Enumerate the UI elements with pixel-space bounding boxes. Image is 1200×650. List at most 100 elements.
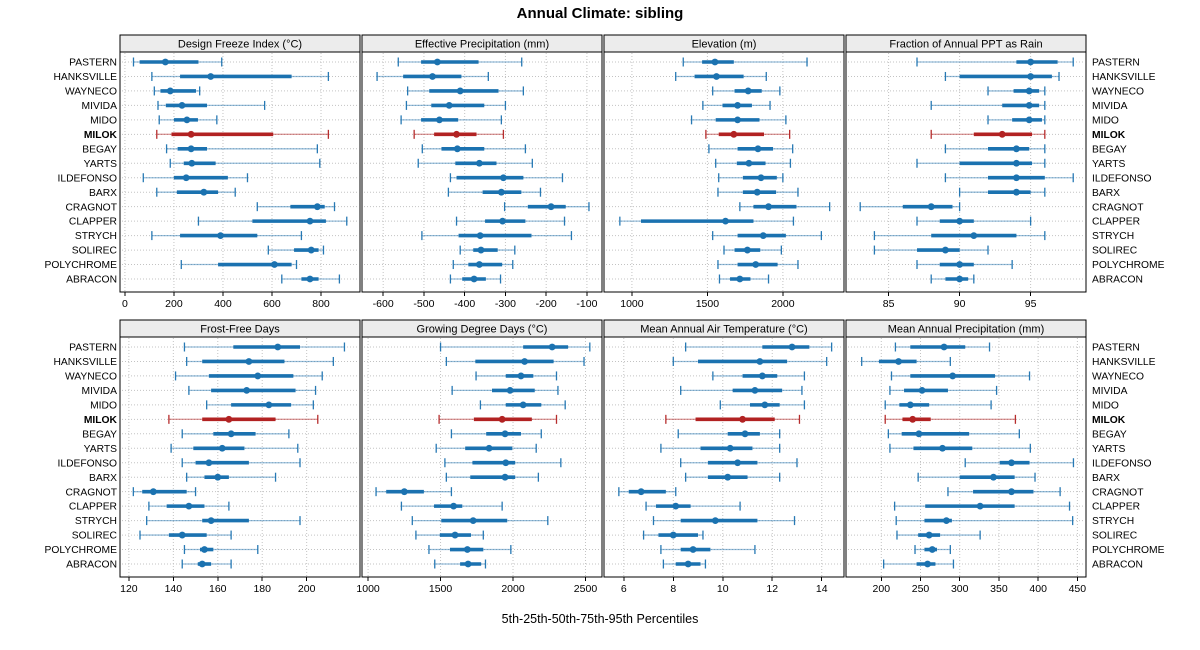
median-dot — [722, 217, 729, 225]
site-label-left-ildefonso: ILDEFONSO — [57, 173, 117, 184]
site-label-right-mivida: MIVIDA — [1092, 386, 1128, 397]
percentile-bar-abracon — [434, 559, 487, 569]
percentile-bar-hanksville — [672, 356, 828, 366]
site-label-left-barx: BARX — [89, 473, 117, 484]
panel-header — [603, 319, 845, 338]
percentile-bar-solirec — [267, 245, 325, 255]
axis-tick-label: 200 — [165, 298, 183, 310]
percentile-bar-ildefonso — [944, 173, 1074, 183]
median-dot — [736, 275, 744, 283]
percentile-bar-pastern — [894, 342, 991, 352]
panel-header — [845, 319, 1087, 338]
site-label-right-hanksville: HANKSVILLE — [1092, 357, 1156, 368]
percentile-bar-strych — [151, 231, 303, 241]
median-dot — [906, 401, 914, 409]
axis-tick-label: 1500 — [696, 298, 720, 310]
percentile-bar-mido — [690, 115, 787, 125]
percentile-bar-clapper — [400, 501, 503, 511]
median-dot — [463, 546, 471, 553]
median-dot — [470, 275, 478, 283]
axis-tick-label: 350 — [990, 583, 1008, 595]
site-label-left-yarts: YARTS — [84, 444, 118, 455]
panel-title: Effective Precipitation (mm) — [415, 39, 549, 51]
median-dot — [939, 444, 946, 452]
percentile-bar-pastern — [916, 57, 1074, 67]
percentile-bar-mido — [719, 400, 806, 410]
median-dot — [1025, 102, 1033, 109]
site-label-right-yarts: YARTS — [1092, 159, 1126, 170]
median-dot — [274, 343, 282, 351]
site-label-left-yarts: YARTS — [84, 159, 118, 170]
percentile-bar-milok — [930, 129, 1046, 139]
site-label-right-hanksville: HANKSVILLE — [1092, 72, 1156, 83]
median-dot — [1027, 58, 1035, 66]
median-dot — [918, 387, 926, 394]
median-dot — [429, 73, 436, 80]
median-dot — [245, 358, 253, 365]
site-label-right-polychrome: POLYCHROME — [1092, 260, 1165, 271]
site-label-right-barx: BARX — [1092, 188, 1120, 199]
percentile-bar-cragnot — [618, 487, 677, 497]
site-label-right-milok: MILOK — [1092, 415, 1126, 426]
percentile-bar-strych — [712, 231, 823, 241]
percentile-bar-mido — [479, 400, 566, 410]
axis-tick-label: 1000 — [620, 298, 644, 310]
site-label-left-strych: STRYCH — [75, 516, 117, 527]
median-dot — [1013, 159, 1020, 167]
median-dot — [928, 546, 936, 553]
median-dot — [548, 343, 556, 351]
axis-tick-label: 180 — [253, 583, 271, 595]
median-dot — [205, 459, 213, 467]
percentile-bar-milok — [413, 129, 505, 139]
axis-tick-label: 10 — [717, 583, 729, 595]
axis-caption: 5th-25th-50th-75th-95th Percentiles — [501, 612, 699, 626]
median-dot — [1008, 488, 1015, 496]
percentile-bar-hanksville — [944, 71, 1060, 81]
median-dot — [788, 343, 796, 351]
axis-tick-label: 400 — [1029, 583, 1047, 595]
percentile-bar-yarts — [660, 443, 781, 453]
site-label-left-milok: MILOK — [84, 130, 118, 141]
site-label-right-cragnot: CRAGNOT — [1092, 202, 1144, 213]
panel-title: Elevation (m) — [692, 39, 757, 51]
site-label-left-pastern: PASTERN — [69, 343, 117, 354]
median-dot — [940, 343, 948, 351]
percentile-bar-solirec — [642, 530, 704, 540]
axis-tick-label: -300 — [495, 298, 516, 310]
percentile-bar-barx — [684, 472, 781, 482]
median-dot — [453, 130, 460, 138]
percentile-bar-barx — [717, 187, 799, 197]
axis-tick-label: -500 — [413, 298, 434, 310]
axis-tick-label: 95 — [1025, 298, 1037, 310]
panel-header — [361, 319, 603, 338]
percentile-bar-hanksville — [151, 71, 330, 81]
median-dot — [477, 246, 485, 254]
median-dot — [956, 261, 964, 268]
panel-title: Mean Annual Air Temperature (°C) — [640, 324, 807, 336]
median-dot — [956, 275, 964, 283]
site-label-left-begay: BEGAY — [82, 144, 117, 155]
percentile-bar-ildefonso — [964, 458, 1075, 468]
site-label-left-hanksville: HANKSVILLE — [53, 357, 117, 368]
percentile-bar-mivida — [188, 385, 317, 395]
percentile-bar-polychrome — [914, 545, 951, 555]
axis-tick-label: -400 — [454, 298, 475, 310]
percentile-bar-hanksville — [376, 71, 489, 81]
percentile-bar-polychrome — [660, 545, 756, 555]
percentile-bar-cragnot — [132, 487, 197, 497]
panel-header — [119, 34, 361, 53]
percentile-bar-milok — [438, 414, 558, 424]
panel-growing-degree-days-c: Growing Degree Days (°C) 1000 1500 2000 2500 — [356, 319, 603, 595]
median-dot — [976, 502, 984, 510]
site-label-right-milok: MILOK — [1092, 130, 1126, 141]
percentile-bar-solirec — [139, 530, 232, 540]
site-label-left-wayneco: WAYNECO — [65, 372, 117, 383]
percentile-bar-abracon — [882, 559, 955, 569]
percentile-bar-strych — [652, 516, 796, 526]
median-dot — [1025, 87, 1033, 95]
median-dot — [745, 159, 753, 167]
median-dot — [756, 358, 764, 365]
axis-tick-label: 450 — [1069, 583, 1087, 595]
percentile-bar-strych — [873, 231, 1046, 241]
percentile-bar-polychrome — [183, 545, 259, 555]
